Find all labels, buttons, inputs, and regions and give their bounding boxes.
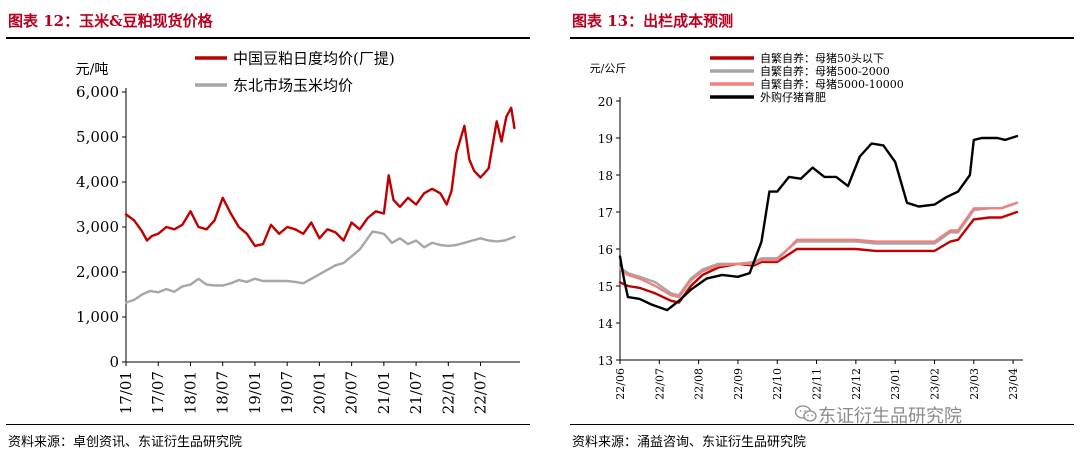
x-tick-label: 22/07	[653, 368, 666, 400]
legend-label-1: 中国豆粕日度均价(厂提)	[233, 50, 395, 68]
x-tick-label: 22/01	[439, 371, 457, 414]
y-tick-label: 13	[598, 354, 613, 368]
y-tick-label: 3,000	[76, 218, 119, 236]
x-tick-label: 23/02	[928, 368, 941, 400]
y-tick-label: 16	[598, 243, 613, 257]
x-tick-label: 21/01	[375, 371, 393, 414]
series-line-2	[124, 230, 516, 304]
y-tick-label: 5,000	[76, 128, 119, 146]
legend-label-2: 东北市场玉米均价	[233, 77, 353, 95]
source-divider	[6, 424, 530, 425]
y-tick-label: 17	[598, 206, 613, 220]
y-tick-label: 4,000	[76, 173, 119, 191]
chart-title: 图表 12：玉米&豆粕现货价格	[8, 12, 213, 30]
y-tick-label: 0	[109, 353, 119, 371]
x-tick-label: 20/01	[310, 371, 328, 414]
wechat-icon	[795, 405, 817, 422]
legend-label-2: 自繁自养：母猪500-2000	[760, 64, 890, 78]
y-axis-label: 元/公斤	[590, 62, 627, 75]
x-tick-label: 19/07	[278, 371, 296, 414]
chart-panel-corn-soymeal: 图表 12：玉米&豆粕现货价格 0 1,000 2,000 3,000 4,000 5,0…	[6, 12, 530, 450]
y-tick-label: 6,000	[76, 83, 119, 101]
series-line-4	[618, 134, 1019, 312]
x-tick-label: 17/07	[149, 371, 167, 414]
source-note: 资料来源：涌益咨询、东证衍生品研究院	[572, 435, 807, 450]
x-tick-label: 22/10	[771, 368, 784, 400]
x-tick-label: 22/08	[693, 368, 706, 400]
watermark: 东证衍生品研究院	[818, 406, 962, 427]
x-tick-label: 22/09	[732, 368, 745, 400]
y-tick-label: 1,000	[76, 308, 119, 326]
x-tick-label: 18/07	[214, 371, 232, 414]
x-tick-label: 19/01	[246, 371, 264, 414]
x-tick-label: 22/11	[811, 368, 824, 400]
series-line-1	[618, 210, 1019, 304]
x-tick-label: 23/03	[968, 368, 981, 400]
source-divider	[570, 424, 1074, 425]
y-tick-label: 20	[598, 95, 613, 109]
chart-svg-cost-forecast: 13 14 15 16 17 18 19 20 元/公斤 22/06 22/07 22/08 22/09…	[590, 51, 1023, 400]
series-line-1	[124, 106, 516, 248]
y-axis-label: 元/吨	[76, 62, 109, 78]
x-tick-label: 20/07	[343, 371, 361, 414]
chart-title: 图表 13：出栏成本预测	[572, 12, 734, 30]
x-tick-label: 18/01	[181, 371, 199, 414]
series-line-2	[618, 201, 1019, 297]
legend-label-3: 自繁自养：母猪5000-10000	[760, 77, 904, 91]
legend-label-4: 外购仔猪育肥	[760, 90, 826, 104]
chart-svg-corn-soymeal: 0 1,000 2,000 3,000 4,000 5,000 6,000 元/吨 17/01 1…	[76, 50, 520, 414]
x-tick-label: 17/01	[117, 371, 135, 414]
x-tick-label: 22/12	[850, 368, 863, 400]
x-tick-label: 22/07	[472, 371, 490, 414]
series-line-3	[618, 201, 1019, 299]
x-tick-label: 21/07	[407, 371, 425, 414]
source-note: 资料来源：卓创资讯、东证衍生品研究院	[8, 435, 243, 450]
x-tick-label: 23/01	[889, 368, 902, 400]
title-divider	[570, 37, 1074, 39]
y-tick-label: 18	[598, 169, 613, 183]
chart-panel-cost-forecast: 图表 13：出栏成本预测 13 14 15 16 17 18 19 20 元/公斤 22/06 22…	[540, 0, 1080, 463]
y-tick-label: 19	[598, 132, 613, 146]
title-divider	[6, 37, 530, 39]
x-tick-label: 23/04	[1007, 368, 1020, 400]
legend-label-1: 自繁自养：母猪50头以下	[760, 51, 884, 65]
x-tick-label: 22/06	[614, 368, 627, 400]
y-tick-label: 15	[598, 280, 613, 294]
y-tick-label: 2,000	[76, 263, 119, 281]
y-tick-label: 14	[598, 317, 614, 331]
